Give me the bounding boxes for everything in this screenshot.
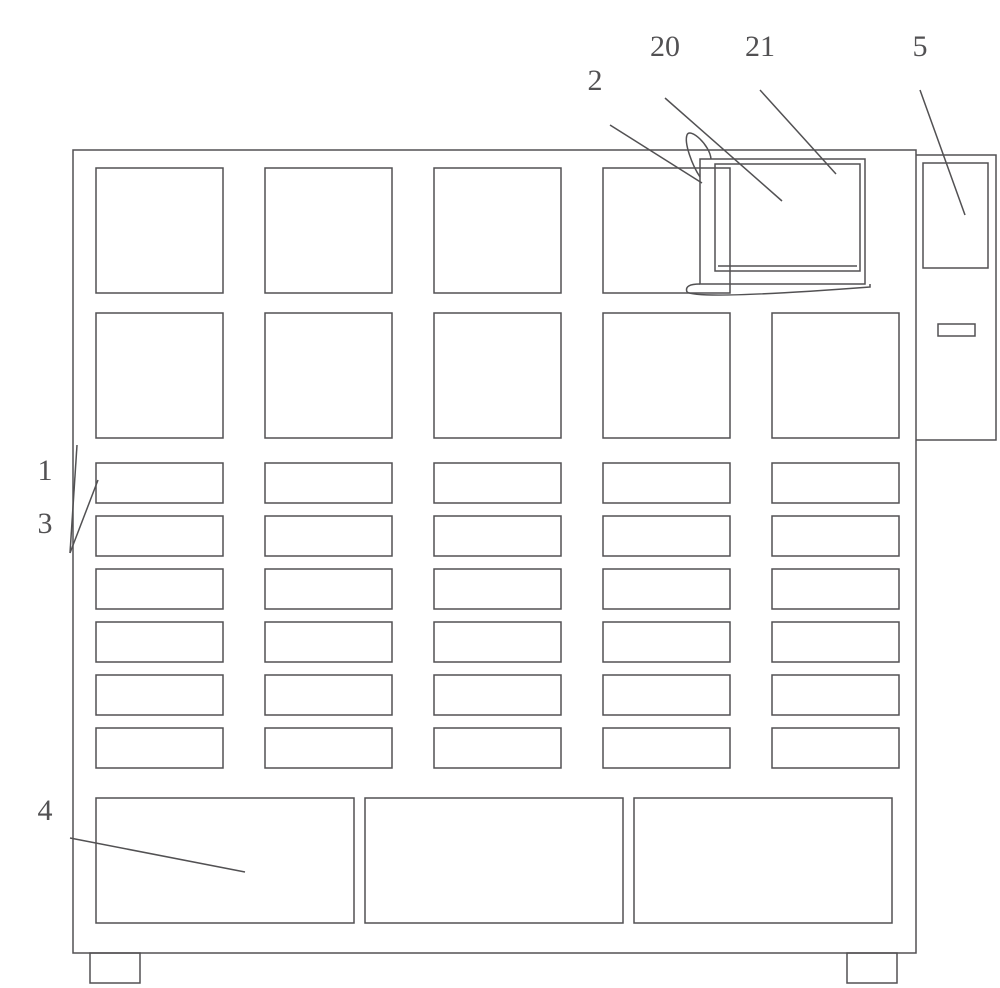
compartment-small[interactable] (96, 569, 223, 609)
compartment-small[interactable] (96, 463, 223, 503)
compartment-large[interactable] (603, 168, 730, 293)
leader-5 (920, 90, 965, 215)
label-4: 4 (38, 794, 53, 827)
compartment-small[interactable] (265, 516, 392, 556)
compartment-small[interactable] (603, 516, 730, 556)
compartment-small[interactable] (772, 516, 899, 556)
compartment-small[interactable] (96, 622, 223, 662)
compartment-small[interactable] (265, 675, 392, 715)
compartment-small[interactable] (434, 728, 561, 768)
label-3: 3 (38, 507, 53, 540)
label-20: 20 (650, 30, 680, 63)
compartment-large[interactable] (434, 168, 561, 293)
compartment-small[interactable] (603, 675, 730, 715)
compartment-small[interactable] (96, 516, 223, 556)
compartment-small[interactable] (434, 622, 561, 662)
compartment-bottom[interactable] (634, 798, 892, 923)
compartment-large[interactable] (265, 168, 392, 293)
compartment-small[interactable] (434, 569, 561, 609)
compartment-small[interactable] (265, 463, 392, 503)
compartment-bottom[interactable] (365, 798, 623, 923)
compartment-small[interactable] (265, 622, 392, 662)
compartment-small[interactable] (603, 569, 730, 609)
compartment-small[interactable] (96, 728, 223, 768)
compartment-large[interactable] (603, 313, 730, 438)
label-5: 5 (913, 30, 928, 63)
compartment-large[interactable] (265, 313, 392, 438)
compartment-small[interactable] (434, 463, 561, 503)
compartment-small[interactable] (265, 728, 392, 768)
compartment-small[interactable] (603, 463, 730, 503)
side-panel (916, 155, 996, 440)
side-panel-slot[interactable] (938, 324, 975, 336)
compartment-small[interactable] (434, 675, 561, 715)
compartment-small[interactable] (603, 622, 730, 662)
compartment-large[interactable] (96, 168, 223, 293)
compartment-small[interactable] (772, 675, 899, 715)
label-1: 1 (38, 454, 53, 487)
compartment-small[interactable] (772, 728, 899, 768)
compartment-small[interactable] (265, 569, 392, 609)
door-hinge-curve (686, 133, 711, 177)
side-panel-screen[interactable] (923, 163, 988, 268)
compartment-large[interactable] (772, 313, 899, 438)
compartment-large[interactable] (96, 313, 223, 438)
cabinet-foot (90, 953, 140, 983)
compartment-small[interactable] (434, 516, 561, 556)
compartment-bottom[interactable] (96, 798, 354, 923)
open-compartment-door[interactable] (715, 164, 860, 271)
compartment-small[interactable] (96, 675, 223, 715)
label-2: 2 (588, 64, 603, 97)
compartment-small[interactable] (772, 622, 899, 662)
compartment-small[interactable] (772, 569, 899, 609)
compartment-small[interactable] (772, 463, 899, 503)
label-21: 21 (745, 30, 775, 63)
leader-21 (760, 90, 836, 174)
compartment-small[interactable] (603, 728, 730, 768)
cabinet-foot (847, 953, 897, 983)
compartment-large[interactable] (434, 313, 561, 438)
